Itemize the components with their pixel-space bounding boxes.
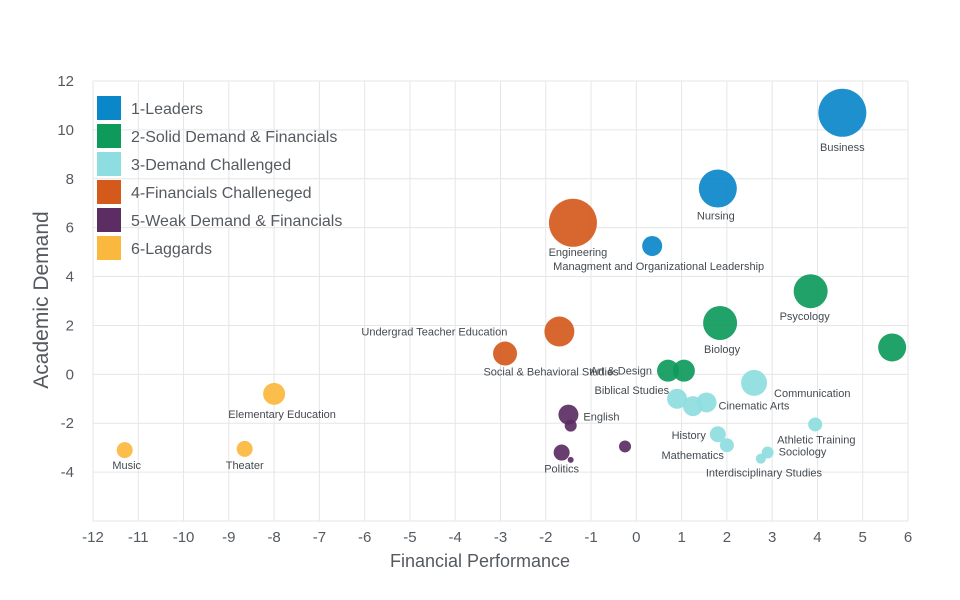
y-tick-label: 12: [57, 73, 74, 90]
x-tick-label: 2: [723, 529, 731, 546]
x-axis-title: Financial Performance: [390, 551, 570, 571]
y-axis-title: Academic Demand: [30, 211, 53, 388]
point-label: Theater: [226, 460, 264, 472]
point-label: History: [672, 430, 707, 442]
bubble-point: [642, 236, 663, 256]
point-label: Business: [820, 142, 865, 154]
point-label: Managment and Organizational Leadership: [553, 261, 764, 273]
tick-labels: -12 -11 -10 -9 -8 -7 -6 -5 -4 -3 -2 -1 0 1 2 3 4 5 6-4-202…: [57, 73, 912, 546]
point-label: Elementary Education: [228, 409, 336, 421]
legend-label: 4-Financials Challeneged: [131, 185, 312, 202]
point-label: Biology: [704, 344, 741, 356]
point-label: Social & Behavioral Studies: [483, 367, 619, 379]
legend-label: 5-Weak Demand & Financials: [131, 213, 342, 230]
bubble-point: [263, 382, 286, 405]
legend-swatch: [97, 96, 121, 120]
legend-swatch: [97, 152, 121, 176]
legend-swatch: [97, 180, 121, 204]
y-tick-label: 4: [66, 269, 74, 286]
bubble-point: [544, 316, 575, 347]
y-tick-label: -2: [61, 415, 74, 432]
point-labels: Business Nursing Managment and Organizatio…: [112, 142, 865, 480]
x-tick-label: -5: [403, 529, 416, 546]
bubble-point: [657, 359, 680, 382]
point-label: Sociology: [779, 447, 827, 459]
bubble-point: [553, 444, 570, 461]
bubble-point: [703, 306, 738, 340]
bubble-point: [567, 456, 574, 463]
x-tick-label: -7: [313, 529, 326, 546]
y-tick-label: -4: [61, 464, 74, 481]
x-tick-label: 4: [813, 529, 821, 546]
x-tick-label: 0: [632, 529, 640, 546]
y-tick-label: 0: [66, 366, 74, 383]
bubble-point: [493, 341, 518, 366]
x-tick-label: -6: [358, 529, 371, 546]
x-tick-label: -1: [584, 529, 597, 546]
point-label: Music: [112, 460, 141, 472]
point-label: Nursing: [697, 211, 735, 223]
x-tick-label: -3: [494, 529, 507, 546]
legend-swatch: [97, 124, 121, 148]
x-tick-label: 3: [768, 529, 776, 546]
legend-swatch: [97, 208, 121, 232]
y-tick-label: 10: [57, 122, 74, 139]
x-tick-label: 5: [859, 529, 867, 546]
bubble-point: [793, 274, 828, 309]
bubble-point: [719, 438, 734, 453]
x-tick-label: 1: [677, 529, 685, 546]
legend-label: 2-Solid Demand & Financials: [131, 129, 337, 146]
point-label: Art & Design: [590, 366, 652, 378]
point-label: Interdisciplinary Studies: [706, 468, 823, 480]
x-tick-label: -4: [449, 529, 462, 546]
y-tick-label: 2: [66, 317, 74, 334]
x-tick-label: -10: [173, 529, 195, 546]
point-label: Athletic Training: [777, 434, 855, 446]
bubble-point: [548, 198, 597, 247]
bubble-point: [558, 404, 579, 425]
legend-label: 6-Laggards: [131, 241, 212, 258]
grid: [92, 80, 909, 522]
point-label: Engineering: [549, 247, 608, 259]
bubble-point: [709, 426, 726, 443]
bubble-point: [878, 333, 907, 362]
y-tick-label: 6: [66, 220, 74, 237]
bubble-point: [116, 442, 133, 459]
bubble-point: [667, 388, 688, 409]
legend-label: 1-Leaders: [131, 101, 203, 118]
point-label: Biblical Studies: [594, 385, 669, 397]
point-label: Psycology: [780, 311, 831, 323]
x-tick-label: -12: [82, 529, 104, 546]
point-label: Undergrad Teacher Education: [361, 327, 507, 339]
x-tick-label: -11: [128, 529, 149, 546]
point-label: English: [583, 412, 619, 424]
point-label: Cinematic Arts: [719, 400, 790, 412]
bubble-point: [755, 453, 766, 464]
legend: 1-Leaders 2-Solid Demand & Financials 3-De…: [97, 96, 342, 260]
bubble-point: [672, 359, 695, 382]
point-label: Communication: [774, 388, 850, 400]
point-label: Mathematics: [662, 450, 725, 462]
bubble-point: [808, 417, 823, 432]
x-tick-label: -9: [222, 529, 235, 546]
bubble-point: [698, 169, 737, 208]
legend-label: 3-Demand Challenged: [131, 157, 291, 174]
y-tick-label: 8: [66, 171, 74, 188]
bubbles: [116, 88, 907, 464]
x-tick-label: -8: [267, 529, 280, 546]
legend-swatch: [97, 236, 121, 260]
bubble-point: [564, 419, 577, 432]
bubble-point: [818, 88, 867, 137]
x-tick-label: -2: [539, 529, 552, 546]
bubble-point: [619, 440, 632, 453]
bubble-point: [741, 369, 768, 396]
bubble-point: [236, 440, 253, 457]
point-label: Politics: [544, 464, 579, 476]
bubble-point: [696, 392, 717, 413]
x-tick-label: 6: [904, 529, 912, 546]
